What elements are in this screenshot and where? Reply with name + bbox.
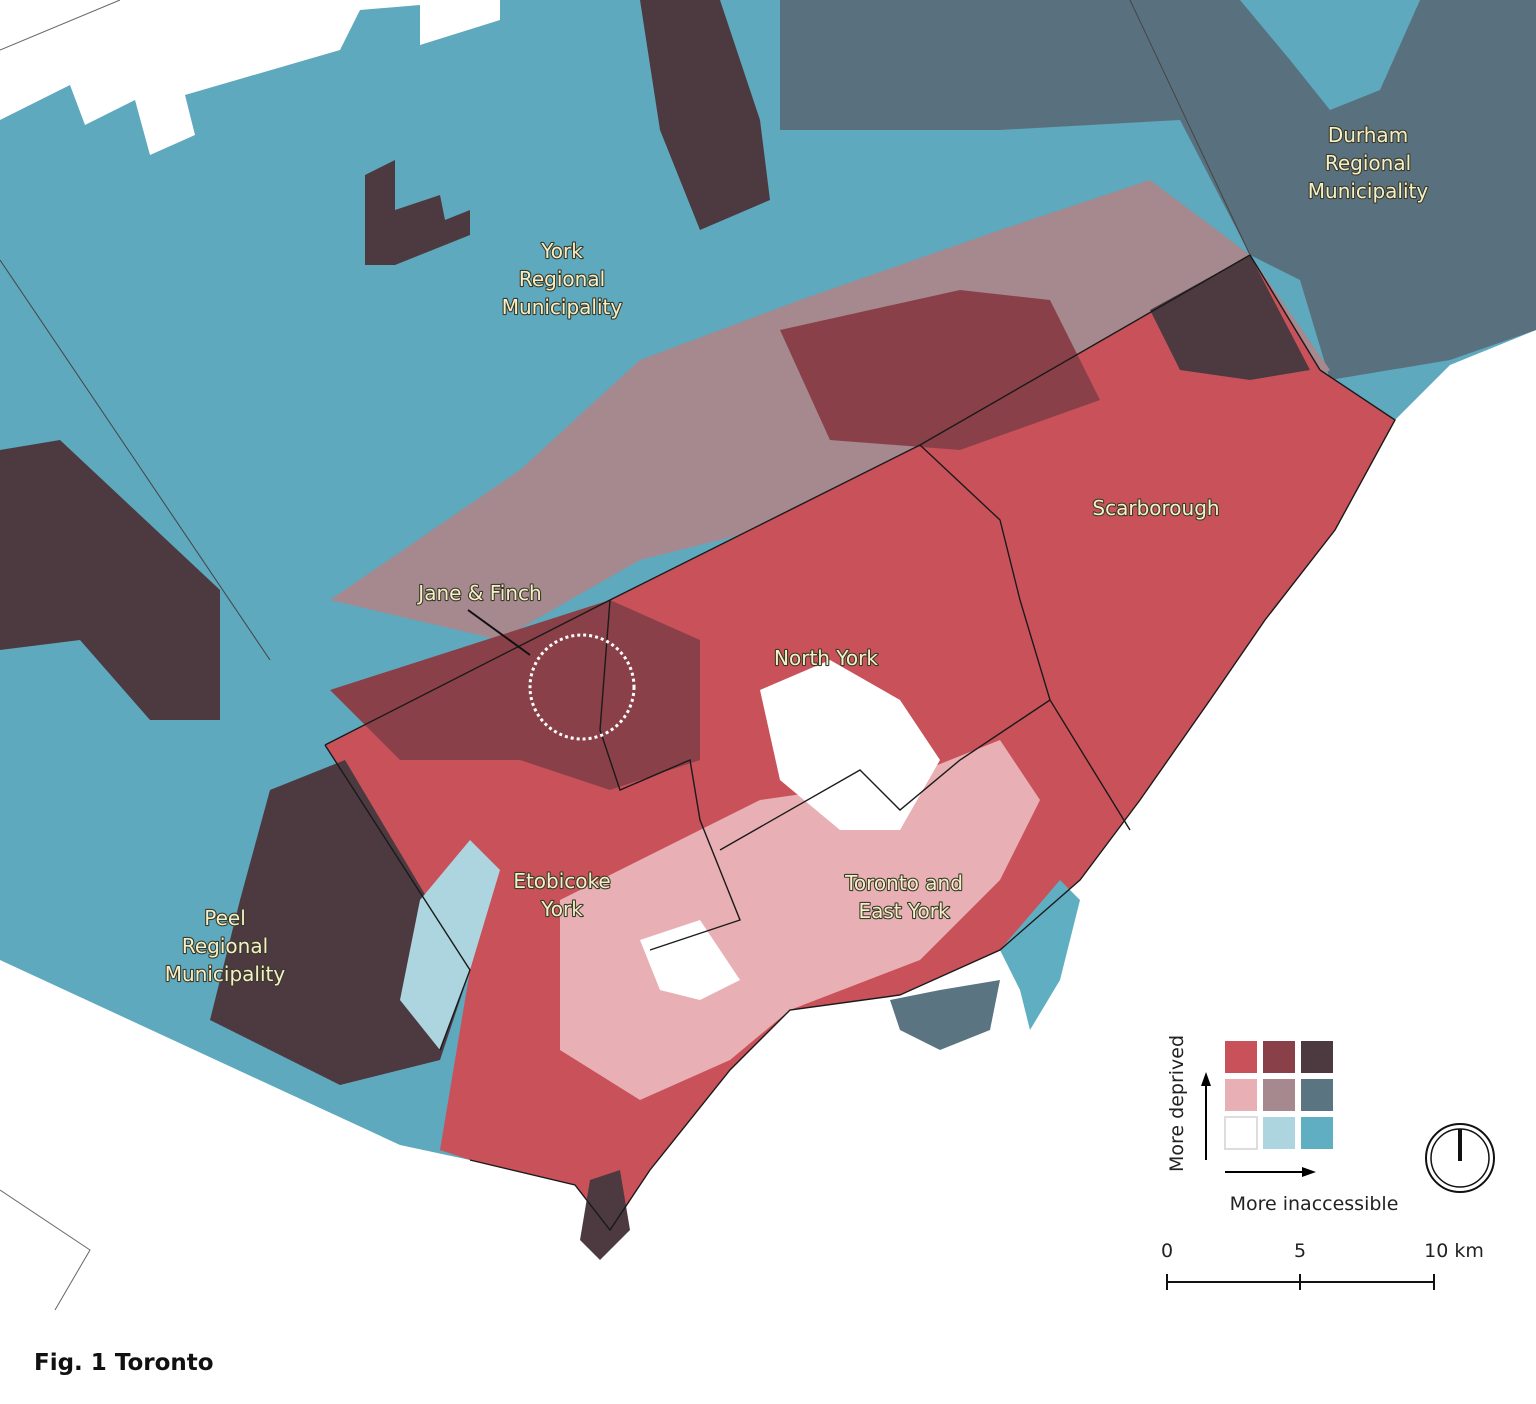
- place-label-line: Municipality: [165, 962, 286, 986]
- place-label-line: North York: [774, 646, 878, 670]
- place-label: Durham Regional Municipality: [1308, 123, 1429, 203]
- legend-arrow-head: [1302, 1167, 1316, 1177]
- region-line: [1129, 0, 1251, 256]
- maroon-north: [780, 290, 1100, 450]
- legend-x-label: More inaccessible: [1230, 1193, 1399, 1215]
- white-central: [760, 660, 940, 830]
- scale-label: 10 km: [1424, 1240, 1484, 1262]
- peel-dark-2: [0, 440, 220, 720]
- district-line-3: [719, 699, 1051, 851]
- place-label-line: York: [540, 239, 583, 263]
- legend-arrow-head: [1201, 1072, 1211, 1086]
- district-line-1: [599, 599, 741, 951]
- map-base: [0, 0, 1536, 1260]
- place-label: Etobicoke York: [513, 869, 610, 921]
- islands: [890, 980, 1000, 1050]
- legend-swatch: [1263, 1041, 1295, 1073]
- region-line: [0, 259, 271, 661]
- legend: More deprived More inaccessible: [1166, 1035, 1398, 1215]
- coast: [469, 369, 1396, 1232]
- white-2: [640, 920, 740, 1000]
- district-line-2: [919, 444, 1131, 831]
- legend-y-label: More deprived: [1166, 1035, 1188, 1172]
- legend-swatch: [1301, 1041, 1333, 1073]
- legend-swatch: [1225, 1079, 1257, 1111]
- port-lands: [1000, 880, 1080, 1030]
- place-label-line: Scarborough: [1092, 496, 1219, 520]
- legend-swatch: [1224, 1116, 1258, 1150]
- legend-swatch: [1301, 1079, 1333, 1111]
- compass: [1425, 1123, 1495, 1193]
- place-label: North York: [774, 646, 878, 670]
- dark-york: [365, 160, 470, 265]
- region-line: [0, 1189, 91, 1311]
- place-label-line: Jane & Finch: [416, 581, 541, 605]
- jane-finch-leader: [467, 609, 531, 656]
- light-teal-etob: [400, 840, 500, 1050]
- region-line: [0, 0, 121, 51]
- place-label-line: East York: [858, 899, 950, 923]
- toronto-west-boundary: [324, 744, 471, 1051]
- jane-finch-circle: [528, 633, 636, 741]
- scale-label: 5: [1294, 1240, 1306, 1262]
- place-label-line: Municipality: [1308, 179, 1429, 203]
- place-label: Peel Regional Municipality: [165, 906, 286, 986]
- legend-swatch: [1263, 1079, 1295, 1111]
- place-label-line: Regional: [1325, 151, 1411, 175]
- place-label: Scarborough: [1092, 496, 1219, 520]
- north-arrow: [1425, 1123, 1495, 1193]
- place-label-line: Municipality: [502, 295, 623, 319]
- labels: York Regional Municipality Durham Regional Mu…: [164, 122, 1430, 987]
- place-label-line: Durham: [1328, 123, 1408, 147]
- legend-swatch: [1225, 1041, 1257, 1073]
- place-label-line: Peel: [204, 906, 246, 930]
- dark-north: [640, 0, 770, 230]
- maroon-mix: [330, 600, 700, 790]
- place-label-line: Toronto and: [844, 871, 963, 895]
- dark-scarb: [1150, 255, 1310, 380]
- boundaries: [0, 0, 1396, 1311]
- pink-central: [560, 740, 1040, 1100]
- caption: Fig. 1 Toronto: [34, 1350, 214, 1376]
- mouth: [580, 1170, 630, 1260]
- place-label-line: Regional: [519, 267, 605, 291]
- scale-bar: 0 5 10 km: [1161, 1240, 1484, 1290]
- place-label: Jane & Finch: [416, 581, 541, 605]
- legend-swatch: [1301, 1117, 1333, 1149]
- scale-label: 0: [1161, 1240, 1173, 1262]
- compass-needle: [1458, 1129, 1462, 1161]
- place-label-line: York: [540, 897, 583, 921]
- place-label: York Regional Municipality: [502, 239, 623, 319]
- place-label: Toronto and East York: [844, 871, 963, 923]
- place-label-line: Etobicoke: [513, 869, 610, 893]
- legend-swatch: [1263, 1117, 1295, 1149]
- durham-grey: [780, 0, 1536, 380]
- place-label-line: Regional: [182, 934, 268, 958]
